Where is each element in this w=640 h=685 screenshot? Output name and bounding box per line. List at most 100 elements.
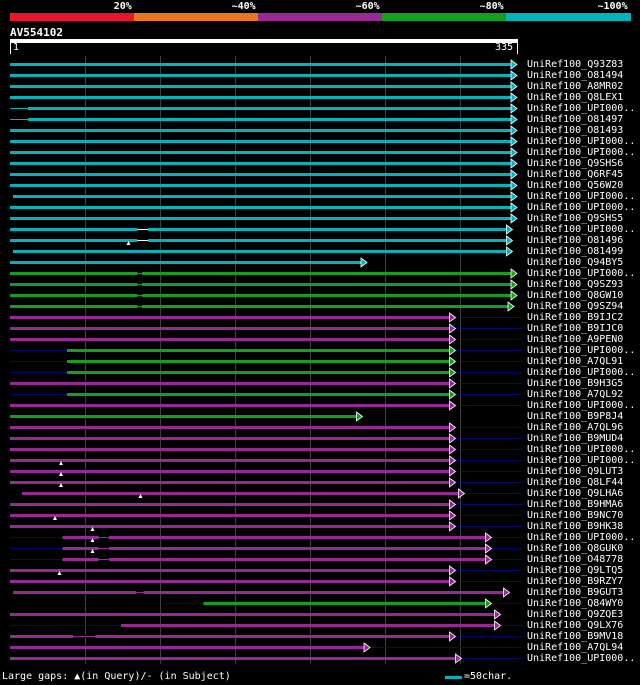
query-gap-marker xyxy=(138,494,143,498)
hit-label[interactable]: UniRef100_Q9LTQ5 xyxy=(527,565,624,576)
hit-label[interactable]: UniRef100_UPI000.. xyxy=(527,532,636,543)
hit-bar xyxy=(10,74,511,77)
hit-label[interactable]: UniRef100_Q8LF44 xyxy=(527,477,624,488)
hit-label[interactable]: UniRef100_O81493 xyxy=(527,125,624,136)
hit-end-arrow xyxy=(449,422,457,433)
hit-bar xyxy=(10,140,511,143)
hit-label[interactable]: UniRef100_Q93Z83 xyxy=(527,59,624,70)
hit-label[interactable]: UniRef100_Q9ZQE3 xyxy=(527,609,624,620)
hit-label[interactable]: UniRef100_B9NC70 xyxy=(527,510,624,521)
hit-end-arrow xyxy=(510,59,518,70)
hit-label[interactable]: UniRef100_UPI000.. xyxy=(527,224,636,235)
hit-label[interactable]: UniRef100_A8MR02 xyxy=(527,81,624,92)
hit-label[interactable]: UniRef100_B9P8J4 xyxy=(527,411,624,422)
hit-end-arrow xyxy=(449,576,457,587)
hit-label[interactable]: UniRef100_Q8GUK0 xyxy=(527,543,624,554)
hit-label[interactable]: UniRef100_UPI000.. xyxy=(527,191,636,202)
hit-label[interactable]: UniRef100_A7QL94 xyxy=(527,642,624,653)
hit-label[interactable]: UniRef100_Q9LHA6 xyxy=(527,488,624,499)
hit-bar xyxy=(10,261,361,264)
hit-label[interactable]: UniRef100_B9H3G5 xyxy=(527,378,624,389)
hit-label[interactable]: UniRef100_UPI000.. xyxy=(527,202,636,213)
hit-end-arrow xyxy=(449,444,457,455)
hit-bar xyxy=(10,327,450,330)
query-gap-marker xyxy=(126,241,131,245)
hit-label[interactable]: UniRef100_UPI000.. xyxy=(527,653,636,664)
hit-label[interactable]: UniRef100_B9HMA6 xyxy=(527,499,624,510)
hit-end-arrow xyxy=(485,543,493,554)
hit-label[interactable]: UniRef100_Q9SZ94 xyxy=(527,301,624,312)
hit-label[interactable]: UniRef100_UPI000.. xyxy=(527,147,636,158)
hit-label[interactable]: UniRef100_UPI000.. xyxy=(527,367,636,378)
hit-bar xyxy=(62,547,486,550)
hit-label[interactable]: UniRef100_B9RZY7 xyxy=(527,576,624,587)
hit-bar xyxy=(62,558,486,561)
hit-bar xyxy=(10,228,138,231)
hit-bar xyxy=(10,459,450,462)
hit-label[interactable]: UniRef100_O48778 xyxy=(527,554,624,565)
hit-bar xyxy=(10,635,450,638)
hit-end-arrow xyxy=(506,235,514,246)
hit-label[interactable]: UniRef100_O81496 xyxy=(527,235,624,246)
hit-end-arrow xyxy=(449,356,457,367)
legend-bar-4 xyxy=(506,13,631,21)
hit-bar xyxy=(13,591,504,594)
hit-label[interactable]: UniRef100_A7QL92 xyxy=(527,389,624,400)
hit-end-arrow xyxy=(363,642,371,653)
hit-end-arrow xyxy=(449,433,457,444)
hit-label[interactable]: UniRef100_Q9LX76 xyxy=(527,620,624,631)
hit-label[interactable]: UniRef100_Q8LEX1 xyxy=(527,92,624,103)
hit-label[interactable]: UniRef100_UPI000.. xyxy=(527,103,636,114)
hit-end-arrow xyxy=(449,323,457,334)
hit-bar xyxy=(67,393,450,396)
hit-label[interactable]: UniRef100_Q9SZ93 xyxy=(527,279,624,290)
hit-end-arrow xyxy=(510,268,518,279)
hit-label[interactable]: UniRef100_B9IJC2 xyxy=(527,312,624,323)
hit-end-arrow xyxy=(360,257,368,268)
hit-label[interactable]: UniRef100_Q8GW10 xyxy=(527,290,624,301)
hit-label[interactable]: UniRef100_Q9SHS6 xyxy=(527,158,624,169)
hit-bar xyxy=(10,580,450,583)
hit-label[interactable]: UniRef100_B9MUD4 xyxy=(527,433,624,444)
hit-end-arrow xyxy=(503,587,511,598)
hit-label[interactable]: UniRef100_B9GUT3 xyxy=(527,587,624,598)
hit-bar xyxy=(10,283,511,286)
hit-label[interactable]: UniRef100_B9MV18 xyxy=(527,631,624,642)
hit-bar xyxy=(203,602,486,605)
hit-label[interactable]: UniRef100_Q56W20 xyxy=(527,180,624,191)
hit-bar xyxy=(10,525,450,528)
hit-end-arrow xyxy=(510,290,518,301)
hit-label[interactable]: UniRef100_UPI000.. xyxy=(527,345,636,356)
query-gap-marker xyxy=(90,538,95,542)
hit-label[interactable]: UniRef100_UPI000.. xyxy=(527,400,636,411)
hit-label[interactable]: UniRef100_A7QL91 xyxy=(527,356,624,367)
hit-bar xyxy=(10,569,450,572)
hit-bar xyxy=(10,85,511,88)
hit-label[interactable]: UniRef100_UPI000.. xyxy=(527,444,636,455)
hit-end-arrow xyxy=(449,389,457,400)
hit-bar xyxy=(10,646,364,649)
hit-end-arrow xyxy=(510,147,518,158)
hit-end-arrow xyxy=(510,136,518,147)
hit-label[interactable]: UniRef100_O81499 xyxy=(527,246,624,257)
hit-label[interactable]: UniRef100_UPI000.. xyxy=(527,136,636,147)
hit-label[interactable]: UniRef100_A7QL96 xyxy=(527,422,624,433)
hit-label[interactable]: UniRef100_A9PEN0 xyxy=(527,334,624,345)
hit-end-arrow xyxy=(449,631,457,642)
hit-bar xyxy=(10,129,511,132)
hit-label[interactable]: UniRef100_Q9SHS5 xyxy=(527,213,624,224)
query-gap-marker xyxy=(57,571,62,575)
hit-label[interactable]: UniRef100_Q6RF45 xyxy=(527,169,624,180)
hit-end-arrow xyxy=(507,301,515,312)
hit-label[interactable]: UniRef100_UPI000.. xyxy=(527,268,636,279)
hit-label[interactable]: UniRef100_Q94BY5 xyxy=(527,257,624,268)
hit-label[interactable]: UniRef100_Q9LUT3 xyxy=(527,466,624,477)
hit-label[interactable]: UniRef100_Q84WY0 xyxy=(527,598,624,609)
hit-label[interactable]: UniRef100_O81497 xyxy=(527,114,624,125)
hit-end-arrow xyxy=(449,477,457,488)
hit-label[interactable]: UniRef100_O81494 xyxy=(527,70,624,81)
hit-label[interactable]: UniRef100_B9IJC0 xyxy=(527,323,624,334)
hit-label[interactable]: UniRef100_UPI000.. xyxy=(527,455,636,466)
hit-end-arrow xyxy=(510,202,518,213)
hit-label[interactable]: UniRef100_B9HK38 xyxy=(527,521,624,532)
